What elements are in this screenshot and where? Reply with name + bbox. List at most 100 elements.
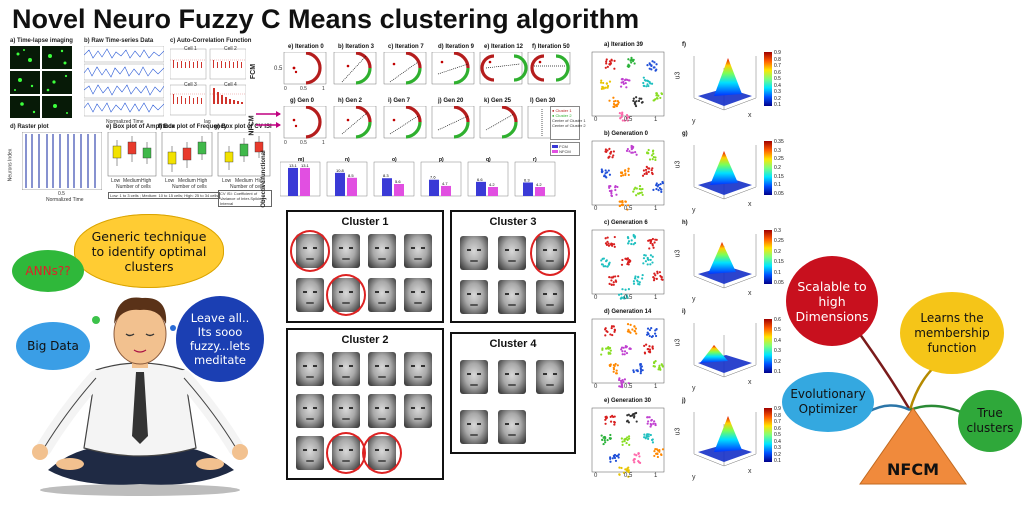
scatter-point	[623, 350, 627, 353]
bar-value-label: 7.6	[430, 175, 436, 180]
scatter-point	[650, 335, 653, 339]
surface-colorbar	[764, 319, 772, 373]
surface-plot	[693, 323, 757, 378]
scatter-point	[607, 169, 610, 172]
scatter-point	[650, 169, 653, 172]
colorbar-tick: 0.3	[774, 228, 781, 234]
surface-title: g)	[682, 131, 688, 137]
scatter-point	[608, 436, 611, 440]
node-true: True clusters	[958, 390, 1022, 452]
colorbar-tick: 0.6	[774, 425, 781, 432]
box-f-xtick-low: Low	[165, 178, 175, 184]
scatter-point	[636, 280, 639, 283]
objective-panel-label: n)	[345, 157, 350, 163]
colorbar-tick: 0.05	[774, 280, 784, 286]
box-f-xtick-medium: Medium	[178, 178, 196, 184]
scatter-point	[608, 80, 612, 83]
scatter-point	[633, 414, 636, 418]
bubble-bigdata-text: Big Data	[27, 339, 79, 353]
scatter-point	[606, 265, 609, 268]
scatter-point	[660, 190, 663, 193]
scatter-point	[635, 454, 638, 457]
scatter-point	[622, 80, 625, 84]
scatter-point	[627, 382, 630, 385]
scatter-point	[607, 156, 610, 159]
scatter-xtick: 0	[594, 117, 598, 123]
scatter-point	[626, 323, 630, 326]
scatter-point	[627, 242, 630, 245]
scatter-point	[652, 422, 655, 425]
page-title: Novel Neuro Fuzzy C Means clustering alg…	[12, 4, 640, 34]
scatter-point	[600, 353, 603, 356]
cluster-1-box: Cluster 1	[286, 210, 444, 323]
surface-colorbar	[764, 141, 772, 195]
face	[536, 360, 564, 394]
scatter-point	[605, 259, 608, 262]
thought-bubble-fuzzy: Leave all.. Its sooo fuzzy...lets medita…	[176, 296, 264, 382]
scatter-point	[609, 457, 612, 460]
scatter-point	[638, 185, 642, 188]
scatter-point	[610, 283, 613, 286]
scatter-point	[627, 435, 631, 438]
nfcm-row: g) Gen 0 h) Gen 2 i) Gen 7 j) Gen 20 k) …	[272, 98, 586, 156]
scatter-point	[637, 275, 640, 278]
scatter-point	[605, 58, 608, 61]
scatter-point	[645, 343, 648, 346]
colorbar-tick: 0.2	[774, 165, 781, 171]
scatter-xtick: 0	[594, 206, 598, 212]
scatter-point	[600, 171, 604, 174]
surface-y-label: y	[692, 296, 696, 303]
surface-x-label: x	[748, 112, 752, 119]
scatter-point	[616, 185, 619, 189]
scatter-point	[620, 292, 623, 296]
scatter-point	[650, 423, 653, 426]
scatter-point	[613, 423, 616, 426]
colorbar-tick: 0.2	[774, 451, 781, 458]
legend-cluster1: ● Cluster 1	[552, 108, 572, 113]
scatter-point	[644, 260, 647, 263]
panel-e-label: e) Box plot of Amplitude	[106, 124, 176, 130]
scatter-point	[658, 450, 661, 453]
acf-xlabel: lag	[204, 119, 211, 125]
scatter-point	[626, 436, 629, 439]
scatter-xtick: 0	[594, 295, 598, 301]
scatter-point	[633, 277, 637, 280]
scatter-point	[656, 270, 659, 273]
scatter-point	[625, 469, 629, 472]
scatter-point	[650, 82, 654, 85]
scatter-point	[609, 433, 612, 437]
scatter-point	[661, 182, 665, 185]
box-g-xlabel: Number of cells	[230, 184, 265, 190]
scatter-point	[647, 433, 650, 436]
fcm-bar	[476, 181, 486, 196]
surface-y-label: y	[692, 207, 696, 214]
scatter-point	[653, 277, 656, 280]
scatter-point	[600, 259, 603, 262]
scatter-point	[602, 265, 605, 268]
scatter-point	[612, 370, 615, 373]
scatter-point	[653, 332, 657, 335]
scatter-point	[630, 144, 633, 148]
box-e-xlabel: Number of cells	[116, 184, 151, 190]
colorbar-tick: 0.4	[774, 438, 781, 445]
bubble-anns-text: ANNs??	[25, 264, 71, 278]
colorbar-tick: 0.9	[774, 50, 781, 56]
objective-panel-label: q)	[486, 157, 491, 163]
nfcm-root-triangle	[859, 407, 967, 485]
scatter-point	[646, 256, 649, 260]
bar-legend-nfcm: NFCM	[552, 149, 578, 154]
scatter-point	[659, 182, 662, 186]
face	[498, 280, 526, 314]
scatter-point	[619, 116, 622, 120]
scatter-point	[646, 422, 649, 425]
scatter-point	[659, 96, 662, 100]
box-f-xtick-high: High	[197, 178, 208, 184]
scatter-point	[608, 173, 612, 176]
scatter-point	[612, 281, 615, 284]
nfcm-title-3: j) Gen 20	[438, 98, 464, 104]
surface-peak	[714, 58, 742, 96]
scatter-xtick: 0.5	[624, 206, 633, 212]
scatter-point	[606, 236, 609, 239]
face	[296, 436, 324, 470]
acf-cell4: Cell 4	[224, 82, 237, 88]
